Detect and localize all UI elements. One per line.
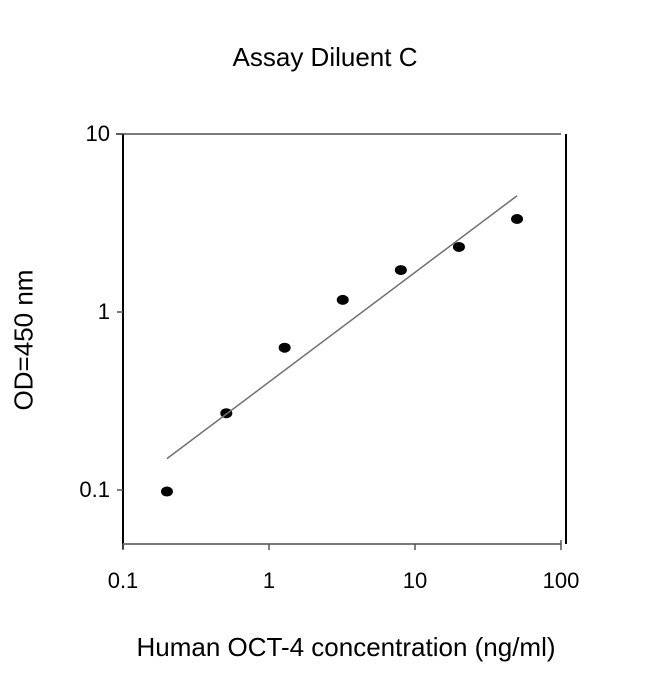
data-point — [511, 214, 524, 225]
ytick-label: 0.1 — [79, 477, 110, 502]
series-layer — [160, 195, 524, 497]
fit-line — [166, 195, 518, 460]
chart-title: Assay Diluent C — [232, 42, 418, 72]
xtick-label: 10 — [402, 568, 428, 593]
data-point — [278, 342, 291, 353]
data-point — [452, 241, 465, 252]
ytick-label: 10 — [85, 121, 110, 146]
xtick-label: 100 — [542, 568, 580, 593]
xtick-label: 0.1 — [107, 568, 139, 593]
x-axis-label: Human OCT-4 concentration (ng/ml) — [136, 632, 556, 662]
ytick-label: 1 — [97, 299, 110, 324]
data-point — [394, 265, 407, 276]
y-axis-label: OD=450 nm — [8, 269, 39, 411]
data-point — [336, 294, 349, 305]
xtick-label: 1 — [262, 568, 276, 593]
data-point — [160, 486, 173, 497]
